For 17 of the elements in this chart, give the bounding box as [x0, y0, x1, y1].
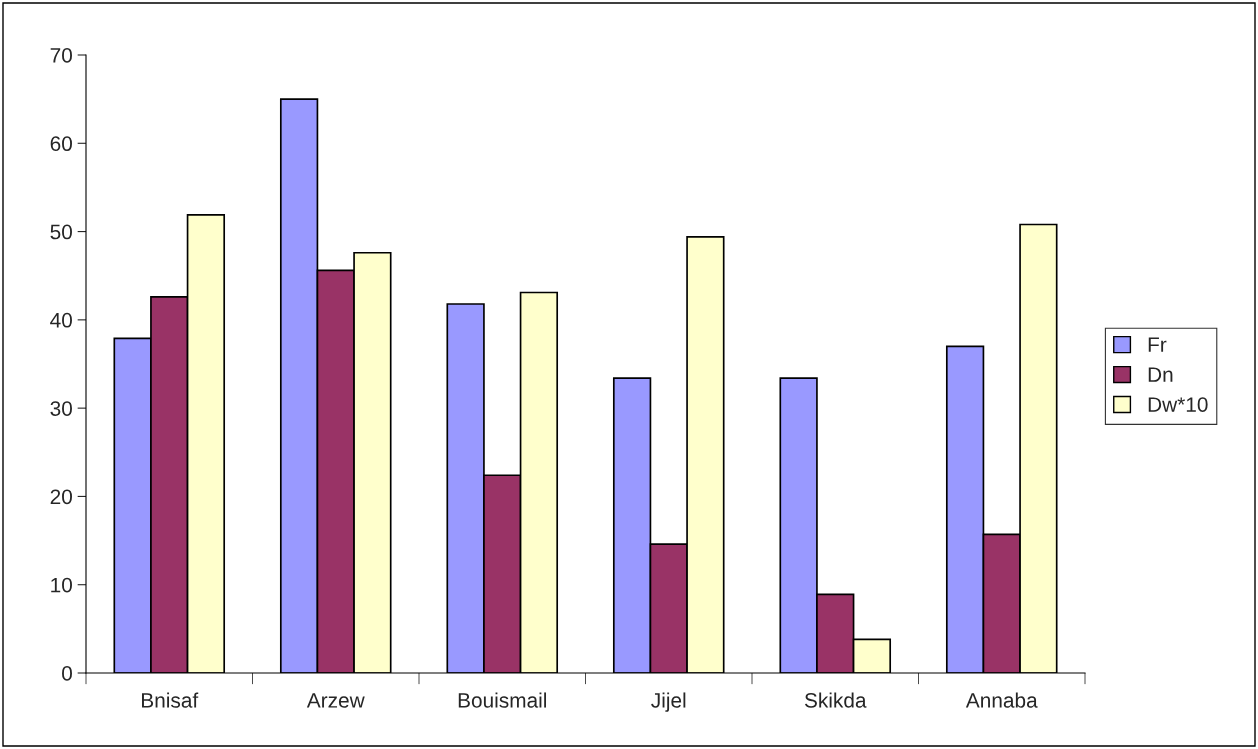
y-tick-label: 0 [62, 666, 72, 681]
x-tick-label: Jijel [651, 692, 686, 712]
y-tick-label: 50 [50, 224, 72, 240]
legend-label: Dw*10 [1148, 397, 1208, 412]
y-tick-label: 20 [50, 489, 72, 505]
x-tick-label: Annaba [965, 692, 1038, 708]
x-tick-label: Skikda [804, 692, 867, 708]
legend-label: Dn [1148, 367, 1173, 382]
y-tick-label: 30 [50, 401, 72, 416]
legend-label: Fr [1148, 337, 1167, 352]
y-tick-label: 70 [50, 48, 72, 63]
y-tick-label: 60 [50, 136, 72, 152]
y-tick-label: 40 [50, 312, 72, 328]
x-tick-label: Bnisaf [142, 692, 199, 708]
y-tick-label: 10 [51, 577, 72, 593]
x-tick-label: Bouismail [458, 692, 547, 708]
x-tick-label: Arzew [306, 693, 365, 708]
